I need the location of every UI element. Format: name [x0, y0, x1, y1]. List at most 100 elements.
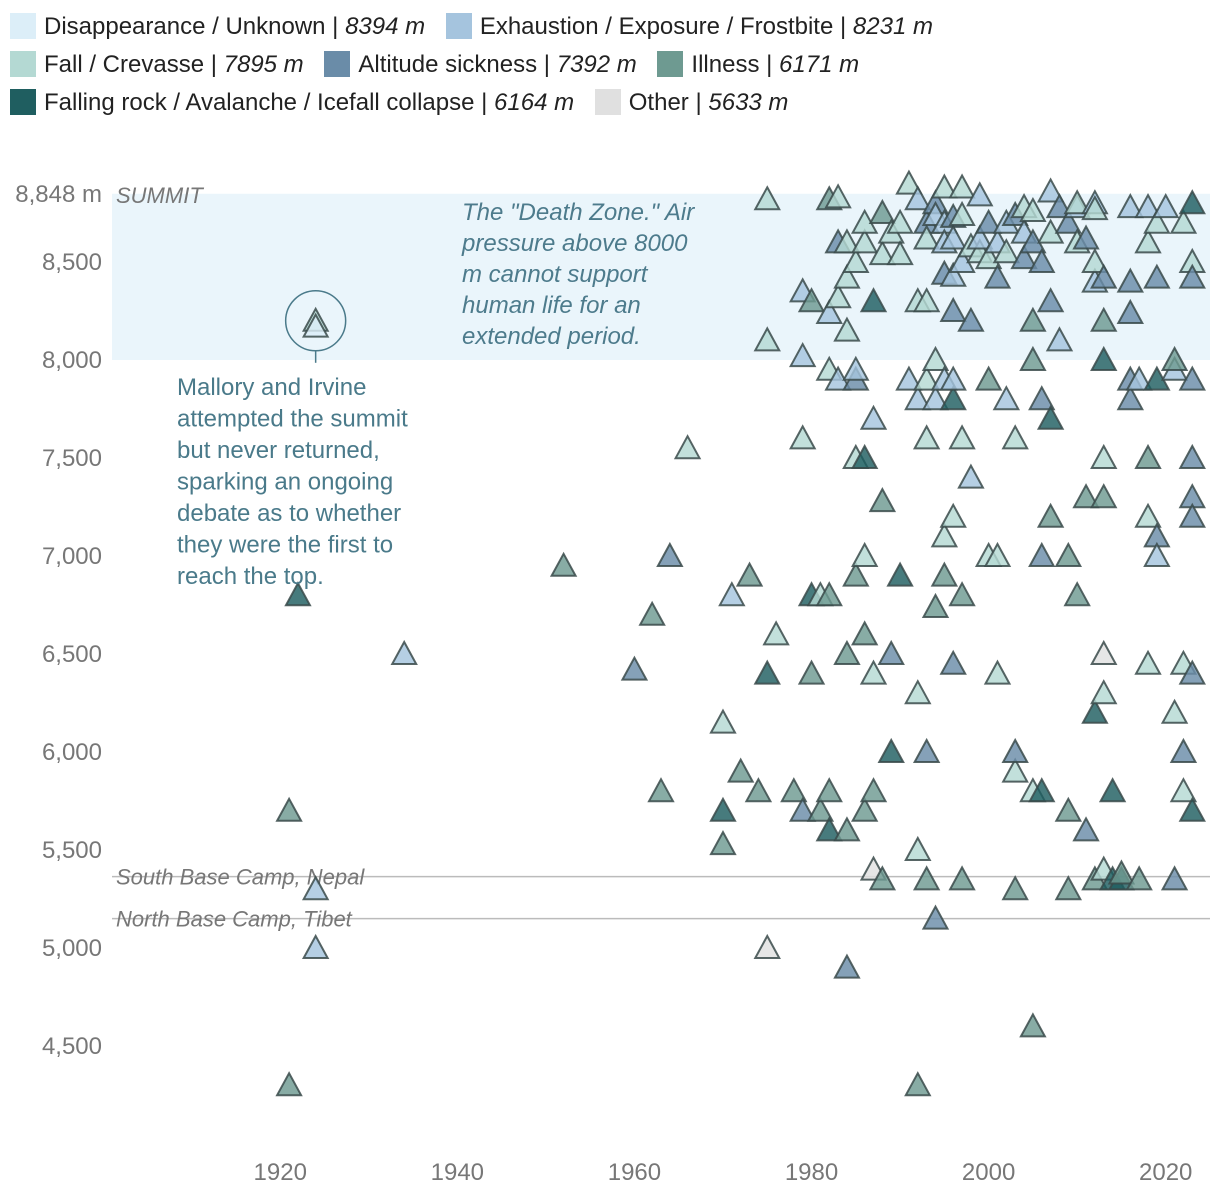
data-point: [1143, 541, 1171, 567]
legend-swatch: [445, 13, 472, 39]
data-point: [868, 865, 897, 891]
data-point: [390, 639, 418, 665]
annotation-text: but never returned,: [177, 437, 380, 464]
data-point: [895, 365, 923, 391]
y-tick-label: 7,000: [42, 543, 102, 570]
data-point: [1116, 193, 1144, 219]
legend-item: Other | 5633 m: [594, 89, 788, 116]
data-point: [939, 224, 967, 250]
data-point: [1090, 345, 1118, 371]
data-point: [1143, 263, 1171, 289]
data-point: [886, 208, 914, 234]
data-point: [850, 796, 879, 822]
data-point: [301, 933, 330, 959]
data-point: [815, 777, 843, 803]
data-point: [877, 639, 905, 665]
data-point: [1054, 208, 1083, 234]
legend-item: Fall / Crevasse | 7895 m: [10, 51, 304, 78]
data-point: [912, 424, 941, 450]
data-point: [824, 283, 852, 309]
data-point: [1019, 196, 1047, 223]
data-point: [647, 777, 675, 803]
data-point: [1054, 796, 1083, 822]
data-point: [912, 865, 941, 891]
data-point: [673, 434, 702, 460]
data-point: [966, 224, 994, 250]
data-point: [983, 541, 1012, 567]
data-point: [1028, 247, 1056, 273]
reference-line-label: North Base Camp, Tibet: [116, 907, 353, 932]
data-point: [1010, 243, 1038, 270]
data-point: [833, 816, 861, 842]
legend-swatch: [10, 13, 36, 39]
data-point: [1001, 757, 1029, 783]
data-point: [939, 649, 967, 675]
data-point: [1063, 189, 1091, 215]
data-point: [939, 365, 967, 391]
data-point: [886, 240, 914, 266]
data-point: [1169, 777, 1198, 803]
legend-label: Altitude sickness: [358, 51, 538, 78]
data-point: [930, 522, 959, 548]
data-point: [904, 679, 932, 705]
data-point: [762, 620, 790, 646]
data-point: [859, 659, 888, 685]
x-tick-label: 2000: [962, 1159, 1015, 1186]
data-point: [1028, 541, 1056, 567]
data-point: [718, 581, 746, 607]
data-point: [797, 287, 826, 313]
legend-label: Disappearance / Unknown: [44, 13, 326, 40]
data-point: [1036, 502, 1065, 528]
data-point: [850, 620, 879, 646]
data-point: [957, 463, 985, 489]
data-point: [1019, 1012, 1047, 1038]
data-point: [815, 816, 843, 842]
legend-swatch: [324, 51, 351, 77]
data-point: [753, 933, 781, 959]
data-point: [1125, 365, 1153, 391]
data-point: [886, 561, 914, 587]
data-point: [1160, 345, 1189, 371]
legend-item: Falling rock / Avalanche / Icefall colla…: [10, 89, 574, 116]
data-point: [833, 316, 861, 342]
data-point: [1090, 483, 1118, 509]
data-point: [744, 777, 773, 803]
data-point: [939, 385, 967, 411]
data-point: [1072, 816, 1100, 842]
data-point: [1107, 859, 1136, 885]
data-point: [912, 365, 941, 391]
data-point: [1134, 443, 1162, 469]
data-point: [815, 581, 843, 607]
data-point: [1090, 443, 1118, 469]
data-point: [1116, 385, 1144, 411]
data-point: [1090, 679, 1118, 705]
legend-item: Disappearance / Unknown | 8394 m: [10, 13, 425, 40]
data-point: [1063, 581, 1091, 607]
legend-average: 6164 m: [494, 89, 575, 116]
x-tick-label: 1940: [431, 1159, 484, 1186]
death-zone-text: extended period.: [462, 323, 641, 350]
data-point: [788, 424, 817, 450]
data-point: [877, 737, 905, 763]
reference-line-label: South Base Camp, Nepal: [116, 865, 365, 890]
data-point: [1160, 865, 1189, 891]
data-point: [992, 238, 1021, 264]
data-point: [275, 1071, 303, 1097]
data-point: [656, 541, 684, 567]
data-point: [1054, 875, 1083, 901]
data-point: [1019, 345, 1047, 371]
data-point: [753, 185, 781, 211]
data-point: [753, 326, 781, 352]
data-point: [1001, 737, 1029, 763]
data-point: [788, 341, 817, 368]
data-point: [939, 502, 967, 528]
data-point: [921, 345, 950, 371]
data-point: [948, 581, 976, 607]
data-point: [1116, 267, 1144, 293]
data-point: [1001, 424, 1029, 450]
data-point: [780, 777, 808, 803]
y-tick-label: 4,500: [42, 1033, 102, 1060]
data-point: [1178, 263, 1206, 289]
legend-item: Illness | 6171 m: [657, 51, 859, 78]
